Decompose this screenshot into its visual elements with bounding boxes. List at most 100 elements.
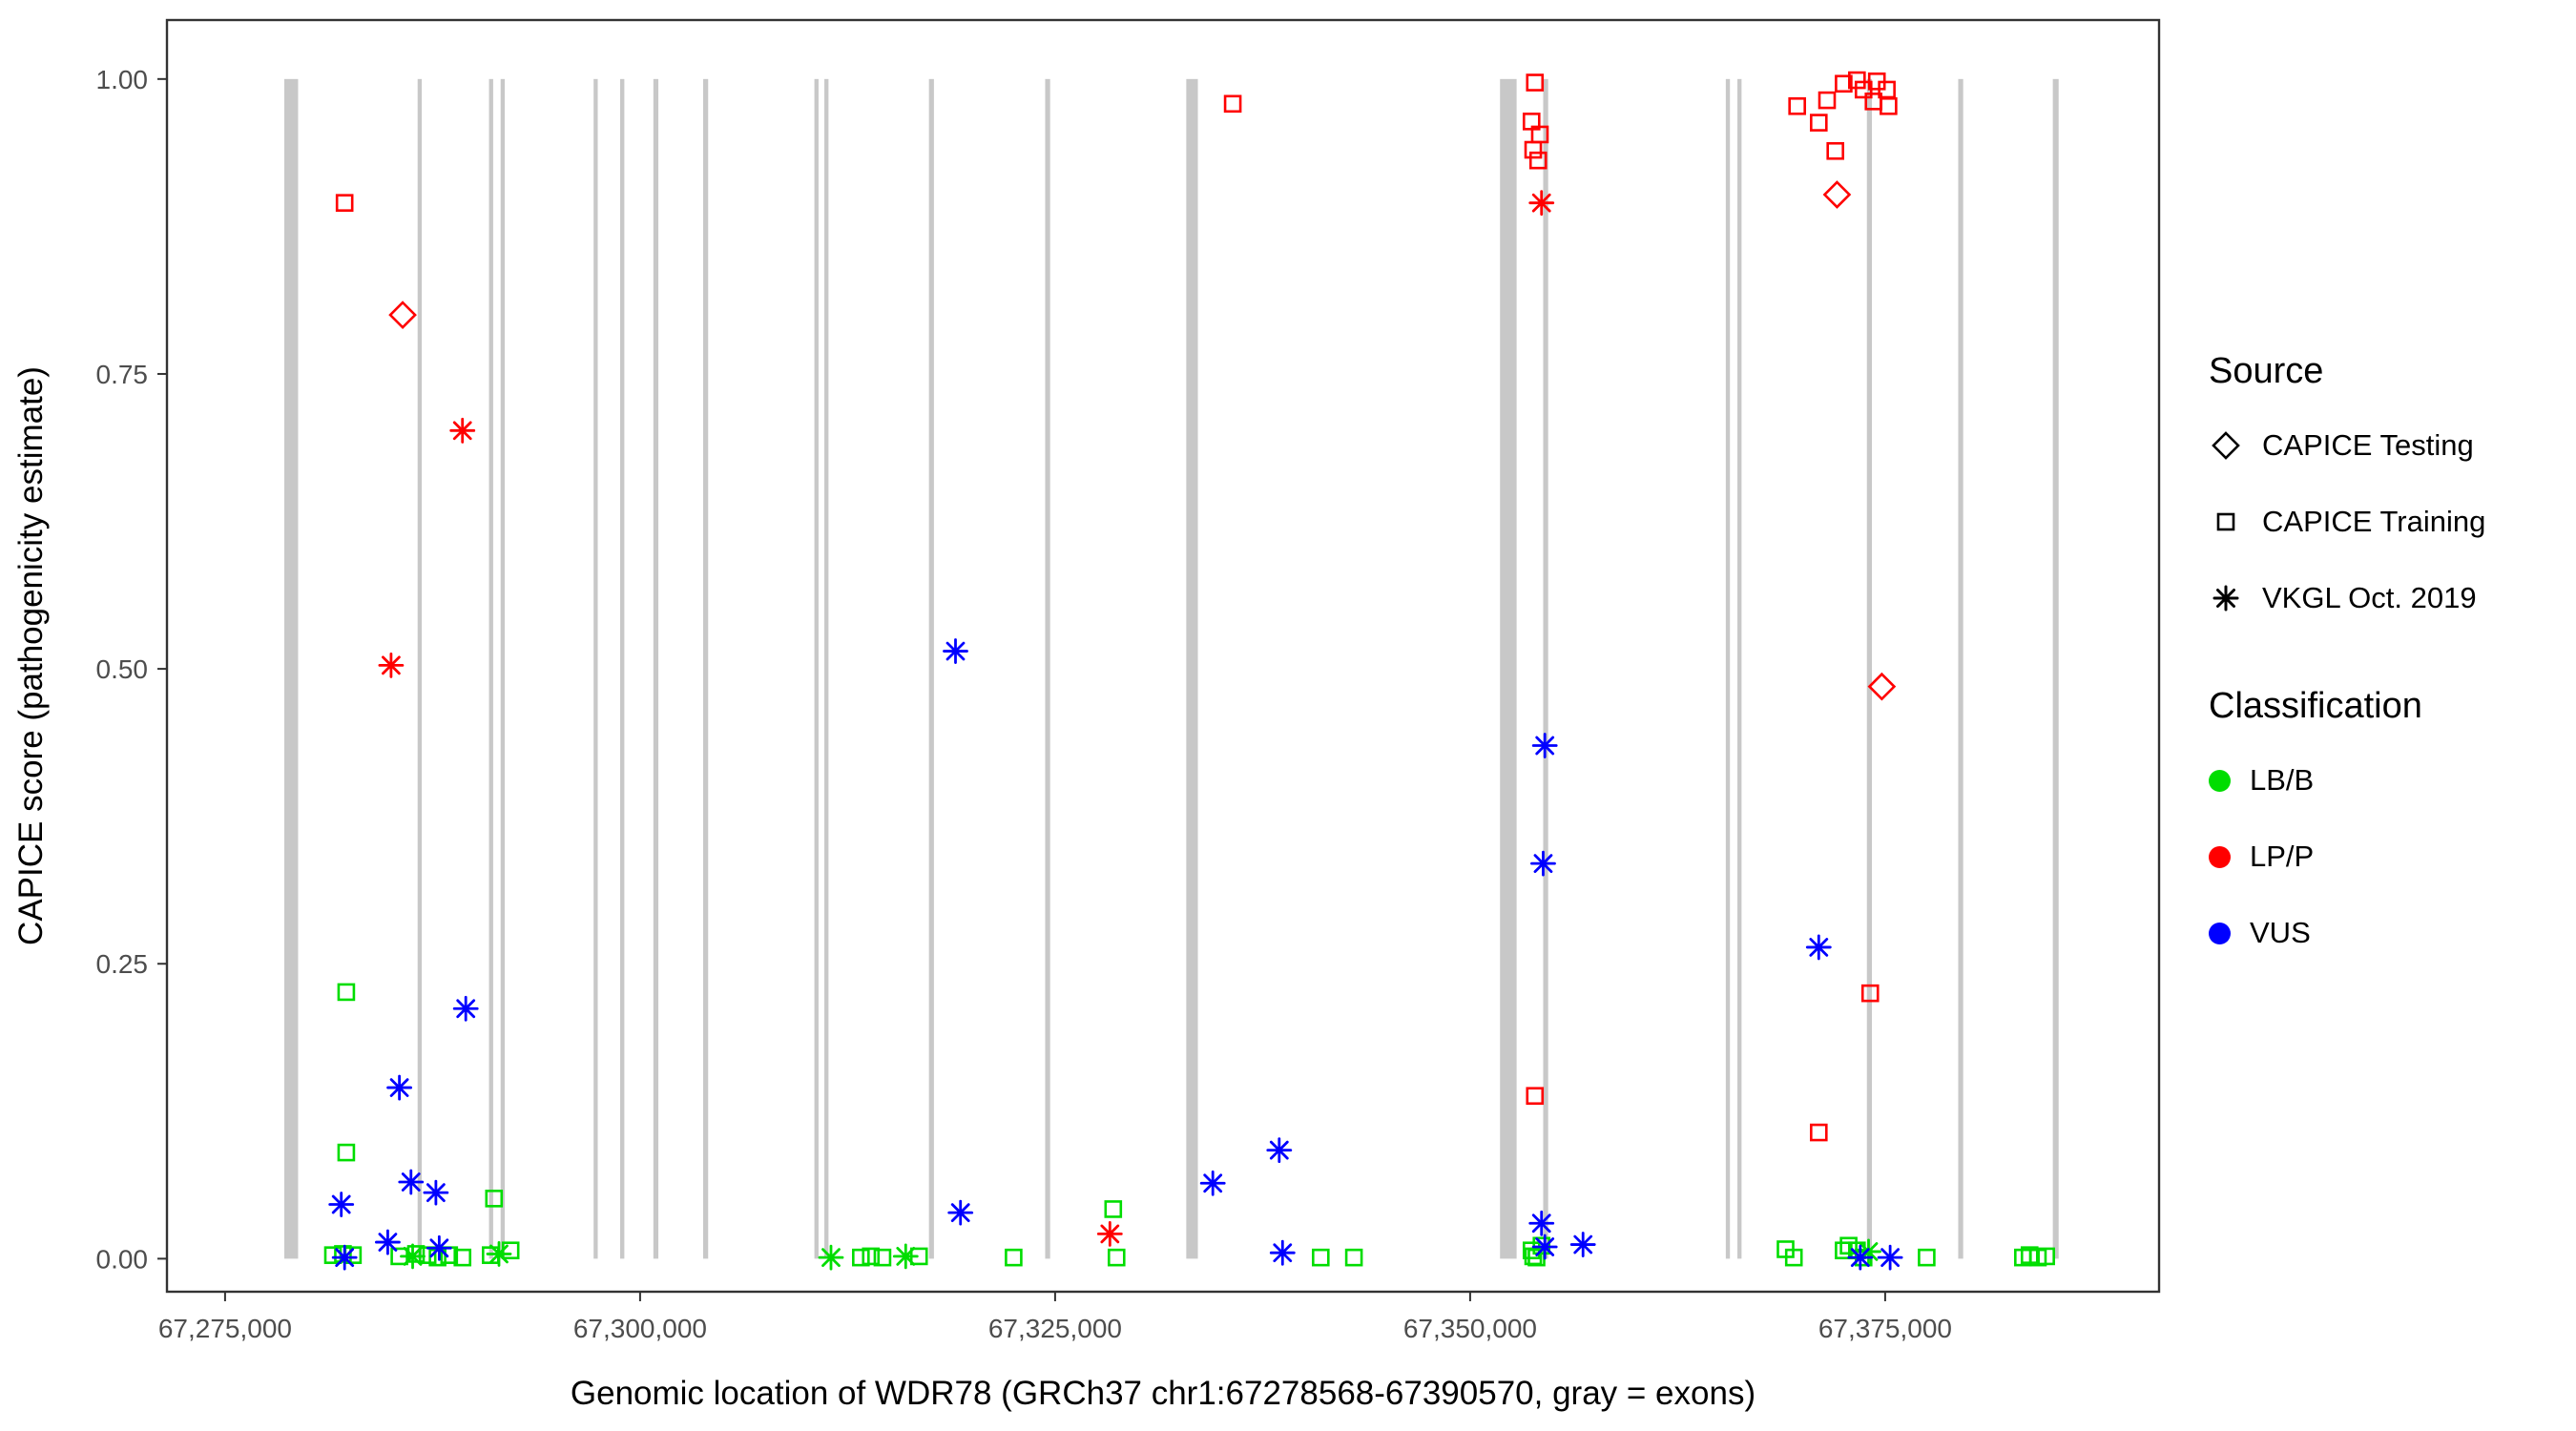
data-point [1784,1248,1803,1267]
legend-item-lpp: LP/P [2209,819,2485,895]
data-point [1528,190,1555,217]
exon-bar [283,78,299,1259]
asterisk-icon [2212,585,2239,612]
data-point [423,1179,449,1206]
exon-bar [488,78,493,1259]
legend-item-lbb: LB/B [2209,742,2485,819]
data-point [1526,73,1545,92]
legend-item-vus: VUS [2209,895,2485,971]
legend-classification-title: Classification [2209,686,2422,726]
data-point [1524,140,1543,159]
data-point [334,1245,352,1263]
green-dot-icon [2209,769,2231,792]
legend-source-title: Source [2209,351,2324,391]
data-point [1223,94,1242,114]
data-point [1526,1087,1545,1106]
x-axis-title: Genomic location of WDR78 (GRCh37 chr1:6… [571,1375,1755,1412]
blue-dot-icon [2209,922,2231,944]
data-point [1810,1123,1828,1142]
data-point [1524,1247,1543,1266]
data-point [400,1243,426,1270]
exon-bar [824,78,829,1259]
data-point [1867,672,1897,701]
data-point [1199,1170,1226,1196]
data-point [1530,850,1556,877]
data-point [388,301,417,329]
exon-bar [2052,78,2059,1259]
data-point [1528,1210,1555,1236]
data-point [1826,141,1844,160]
exon-bar [500,78,506,1259]
legend: Source CAPICE Testing CAPICE Training [2209,351,2485,971]
data-point [1847,1244,1874,1271]
data-point [375,1229,401,1255]
data-point [406,1245,426,1263]
data-point [1835,74,1853,93]
data-point [386,1074,413,1101]
y-tick-label: 0.50 [96,654,149,684]
y-tick-label: 1.00 [96,65,149,94]
y-axis-title: CAPICE score (pathogenicity estimate) [12,366,50,945]
data-point [1344,1248,1363,1267]
data-point [1104,1200,1123,1218]
data-point [1312,1248,1330,1267]
exon-bar [1045,78,1050,1259]
exon-bar [1543,78,1548,1259]
legend-item-vkgl: VKGL Oct. 2019 [2209,560,2485,636]
data-point [1005,1248,1023,1267]
data-point [1860,984,1880,1003]
data-point [485,1190,504,1208]
data-point [337,983,356,1002]
data-point [852,1248,870,1267]
data-point [947,1199,974,1226]
data-point [337,1143,356,1162]
data-point [1531,733,1558,758]
exon-bar [814,78,819,1259]
data-point [1269,1239,1296,1266]
x-tick-label: 67,375,000 [1818,1314,1952,1343]
exon-bar [1866,78,1872,1259]
data-point [1918,1248,1936,1267]
exon-bar [620,78,625,1259]
data-point [1266,1137,1293,1164]
exon-bar [928,78,934,1259]
data-point [873,1248,892,1267]
red-dot-icon [2209,845,2231,868]
data-point [943,638,968,664]
data-point [328,1192,355,1217]
data-point [818,1244,844,1271]
legend-item-capice-training: CAPICE Training [2209,484,2485,560]
exon-bar [1725,78,1731,1259]
legend-label: CAPICE Testing [2262,428,2474,462]
legend-label: CAPICE Training [2262,505,2486,538]
data-point [1531,1234,1558,1260]
data-point [1528,151,1548,170]
data-point [426,1234,452,1261]
data-point [1880,96,1898,115]
legend-label: LP/P [2250,840,2315,873]
data-point [1805,934,1832,961]
square-icon [2216,512,2235,531]
data-point [862,1247,881,1266]
exon-bar [1737,78,1742,1259]
data-point [1096,1221,1123,1247]
data-point [1822,180,1852,209]
data-point [1107,1248,1126,1267]
data-point [2037,1247,2055,1266]
exon-bar [593,78,598,1259]
data-point [1878,80,1896,99]
data-point [1818,91,1837,110]
y-tick-label: 0.00 [96,1244,149,1274]
data-point [1877,1244,1903,1271]
exon-bar [653,78,659,1259]
x-tick-label: 67,350,000 [1403,1314,1537,1343]
legend-label: LB/B [2250,763,2315,797]
legend-label: VKGL Oct. 2019 [2262,581,2477,614]
panel-border [165,18,2161,1294]
legend-section-source: Source CAPICE Testing CAPICE Training [2209,351,2485,636]
legend-item-capice-testing: CAPICE Testing [2209,407,2485,484]
data-point [892,1243,919,1270]
data-point [378,652,405,678]
data-point [453,1248,472,1267]
